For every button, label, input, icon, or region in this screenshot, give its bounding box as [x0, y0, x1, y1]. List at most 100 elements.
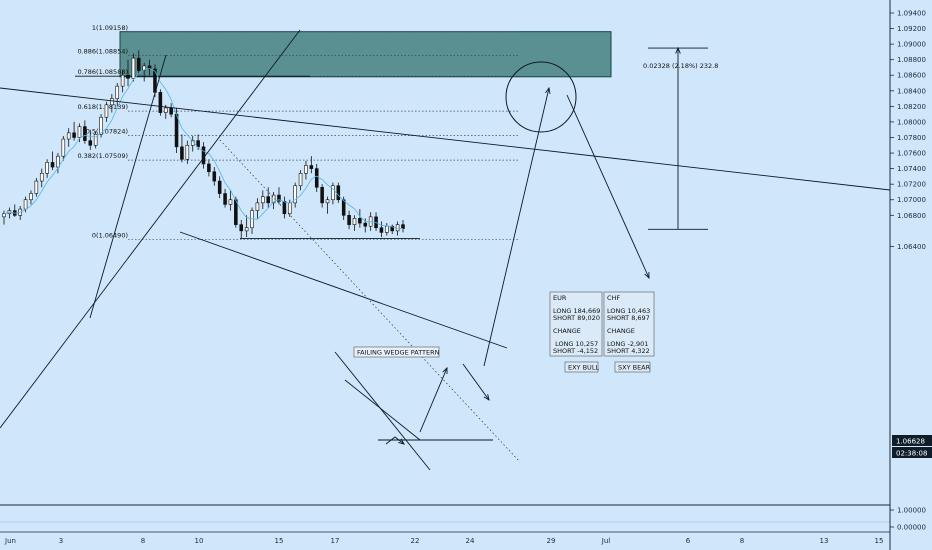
candle-bear [147, 65, 152, 70]
candle-bear [137, 57, 141, 71]
candle-bull [56, 155, 60, 168]
candle-bull [131, 57, 136, 79]
candle-bull [185, 144, 190, 160]
candle-bear [336, 185, 341, 201]
target-up-arrow [483, 86, 551, 367]
candle-bear [309, 165, 314, 169]
candle-bear [234, 199, 238, 225]
candle-bull [29, 193, 33, 201]
candle-bear [282, 201, 287, 215]
time-axis[interactable]: Jun 3 8 10 15 17 22 24 29 Jul 6 8 13 15 [4, 537, 883, 545]
candle-bull [23, 199, 28, 210]
candle-bear [347, 215, 351, 225]
resistance-zone[interactable] [119, 31, 612, 78]
wedge-upper-line [179, 231, 508, 349]
time-tick-label: 8 [141, 537, 145, 545]
moving-average-lines [3, 67, 404, 229]
candle-bear [266, 196, 270, 204]
candle-bear [126, 74, 130, 79]
fib-level-label: 1(1.09158) [92, 24, 128, 32]
pullback-arrow [462, 363, 490, 401]
fib-level-label: 0.5(1.07824) [86, 128, 128, 136]
candle-bear [320, 186, 324, 204]
candle-bear [83, 126, 87, 141]
time-tick-label: 22 [411, 537, 420, 545]
price-tick-label: 1.08000 [897, 118, 926, 126]
candle-bull [287, 202, 292, 215]
candle-bull [293, 185, 297, 204]
candle-bull [39, 172, 44, 182]
candle-bull [298, 172, 303, 187]
current-price-tag [892, 435, 932, 446]
candle-bull [104, 104, 109, 118]
time-tick-label: Jun [4, 537, 16, 545]
candle-bear [169, 107, 173, 115]
candle-bear [196, 140, 200, 148]
time-tick-label: Jul [601, 537, 611, 545]
long-descending-trendline [0, 87, 891, 191]
pattern-label-box [353, 346, 440, 358]
fib-level-label: 0(1.06490) [92, 231, 128, 239]
price-tick-label: 1.08600 [897, 72, 926, 80]
candle-bear [88, 140, 93, 146]
sxy-bear-box [614, 361, 651, 373]
exy-bull-label: EXY BULL [568, 364, 599, 372]
candle-bull [325, 199, 330, 204]
price-axis[interactable]: 1.09400 1.09200 1.09000 1.08800 1.08600 1.084… [890, 10, 926, 532]
price-tick-label: 1.09400 [897, 10, 926, 18]
candle-bull [352, 218, 357, 225]
candle-bull [244, 227, 249, 232]
price-tick-label: 1.07000 [897, 196, 926, 204]
candle-bull [77, 126, 82, 138]
candle-bear [358, 218, 362, 224]
candle-bear [158, 92, 163, 113]
projection-arrow [675, 46, 681, 230]
target-circle[interactable] [505, 61, 577, 133]
fibonacci-levels[interactable]: 1(1.09158) 0.886(1.08854) 0.786(1.08588) 0.… [75, 24, 520, 240]
price-tick-label: 1.08800 [897, 56, 926, 64]
fib-level-label: 0.886(1.08854) [77, 47, 128, 55]
fib-level-label: 0.786(1.08588) [77, 68, 128, 76]
current-price-label: 1.06628 [896, 438, 925, 446]
ascending-trendline-1 [0, 29, 301, 429]
candle-bull [61, 138, 66, 157]
countdown-label: 02:38:08 [896, 450, 927, 458]
candle-bull [110, 98, 114, 106]
cot-box-eur: EUR LONG 184,669 SHORT 89,020 CHANGE LONG… [549, 291, 603, 357]
candle-bear [363, 222, 368, 227]
price-tick-label: 1.07200 [897, 181, 926, 189]
candle-bear [239, 224, 244, 232]
candle-bull [261, 196, 265, 204]
time-tick-label: 6 [686, 537, 691, 545]
price-tick-label: 1.09200 [897, 25, 926, 33]
candle-bear [217, 180, 222, 194]
moving-average [3, 67, 404, 229]
sub-tick-label: 1.00000 [897, 507, 926, 515]
ascending-trendline-2 [89, 54, 167, 319]
candle-bull [115, 85, 120, 99]
projection-label: 0.02328 (2.18%) 232.8 [643, 62, 718, 70]
target-down-arrow [566, 94, 650, 280]
time-tick-label: 29 [547, 537, 556, 545]
exy-bull-box [564, 361, 599, 373]
trendline-drawings[interactable] [0, 29, 891, 471]
candle-bull [99, 116, 103, 135]
sxy-bear-label: SXY BEAR [618, 364, 651, 372]
candle-bull [142, 65, 146, 71]
fib-level-label: 0.618(1.08139) [77, 103, 128, 111]
candle-bear [212, 171, 217, 182]
candle-bull [120, 74, 125, 87]
time-tick-label: 10 [195, 537, 204, 545]
price-tick-label: 1.08200 [897, 103, 926, 111]
price-tick-label: 1.06800 [897, 212, 926, 220]
candle-bear [314, 168, 319, 188]
price-tick-label: 1.07400 [897, 165, 926, 173]
wedge-line-b [344, 379, 421, 441]
candle-bull [93, 134, 98, 146]
candle-bear [180, 146, 184, 160]
dotted-diagonal [219, 139, 521, 463]
